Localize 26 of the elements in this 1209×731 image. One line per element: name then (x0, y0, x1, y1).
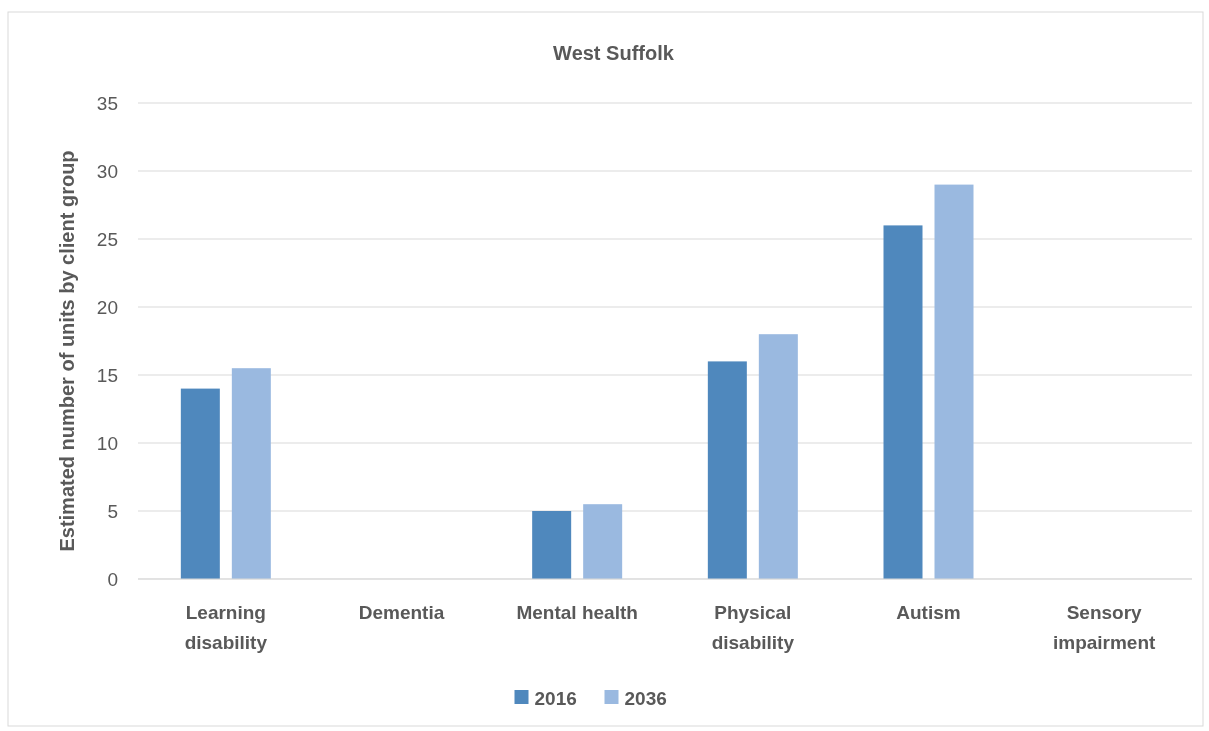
bar (934, 184, 974, 579)
y-tick-label: 15 (96, 364, 118, 386)
y-tick-label: 0 (107, 568, 118, 590)
y-tick-label: 30 (96, 160, 118, 182)
y-tick-label: 35 (96, 92, 118, 114)
x-tick-label: Mental health (516, 602, 638, 623)
bar (883, 225, 923, 579)
x-tick-label: Dementia (358, 602, 445, 623)
x-tick-label: Sensory impairment (1052, 602, 1157, 653)
bar (532, 511, 572, 579)
y-tick-label: 5 (107, 500, 118, 522)
x-tick-label: Learning disability (184, 602, 268, 653)
bar (583, 504, 623, 579)
y-tick-label: 25 (96, 228, 118, 250)
chart-title: West Suffolk (553, 42, 675, 64)
x-tick-label: Physical disability (711, 602, 795, 653)
bar (180, 388, 220, 579)
y-axis-title: Estimated number of units by client group (56, 150, 78, 552)
y-tick-label: 20 (96, 296, 118, 318)
x-tick-label: Autism (896, 602, 961, 623)
bar (758, 334, 798, 579)
y-tick-label: 10 (96, 432, 118, 454)
legend-label: 2036 (624, 687, 667, 709)
bar (231, 368, 271, 579)
legend-label: 2016 (534, 687, 577, 709)
bar (707, 361, 747, 579)
